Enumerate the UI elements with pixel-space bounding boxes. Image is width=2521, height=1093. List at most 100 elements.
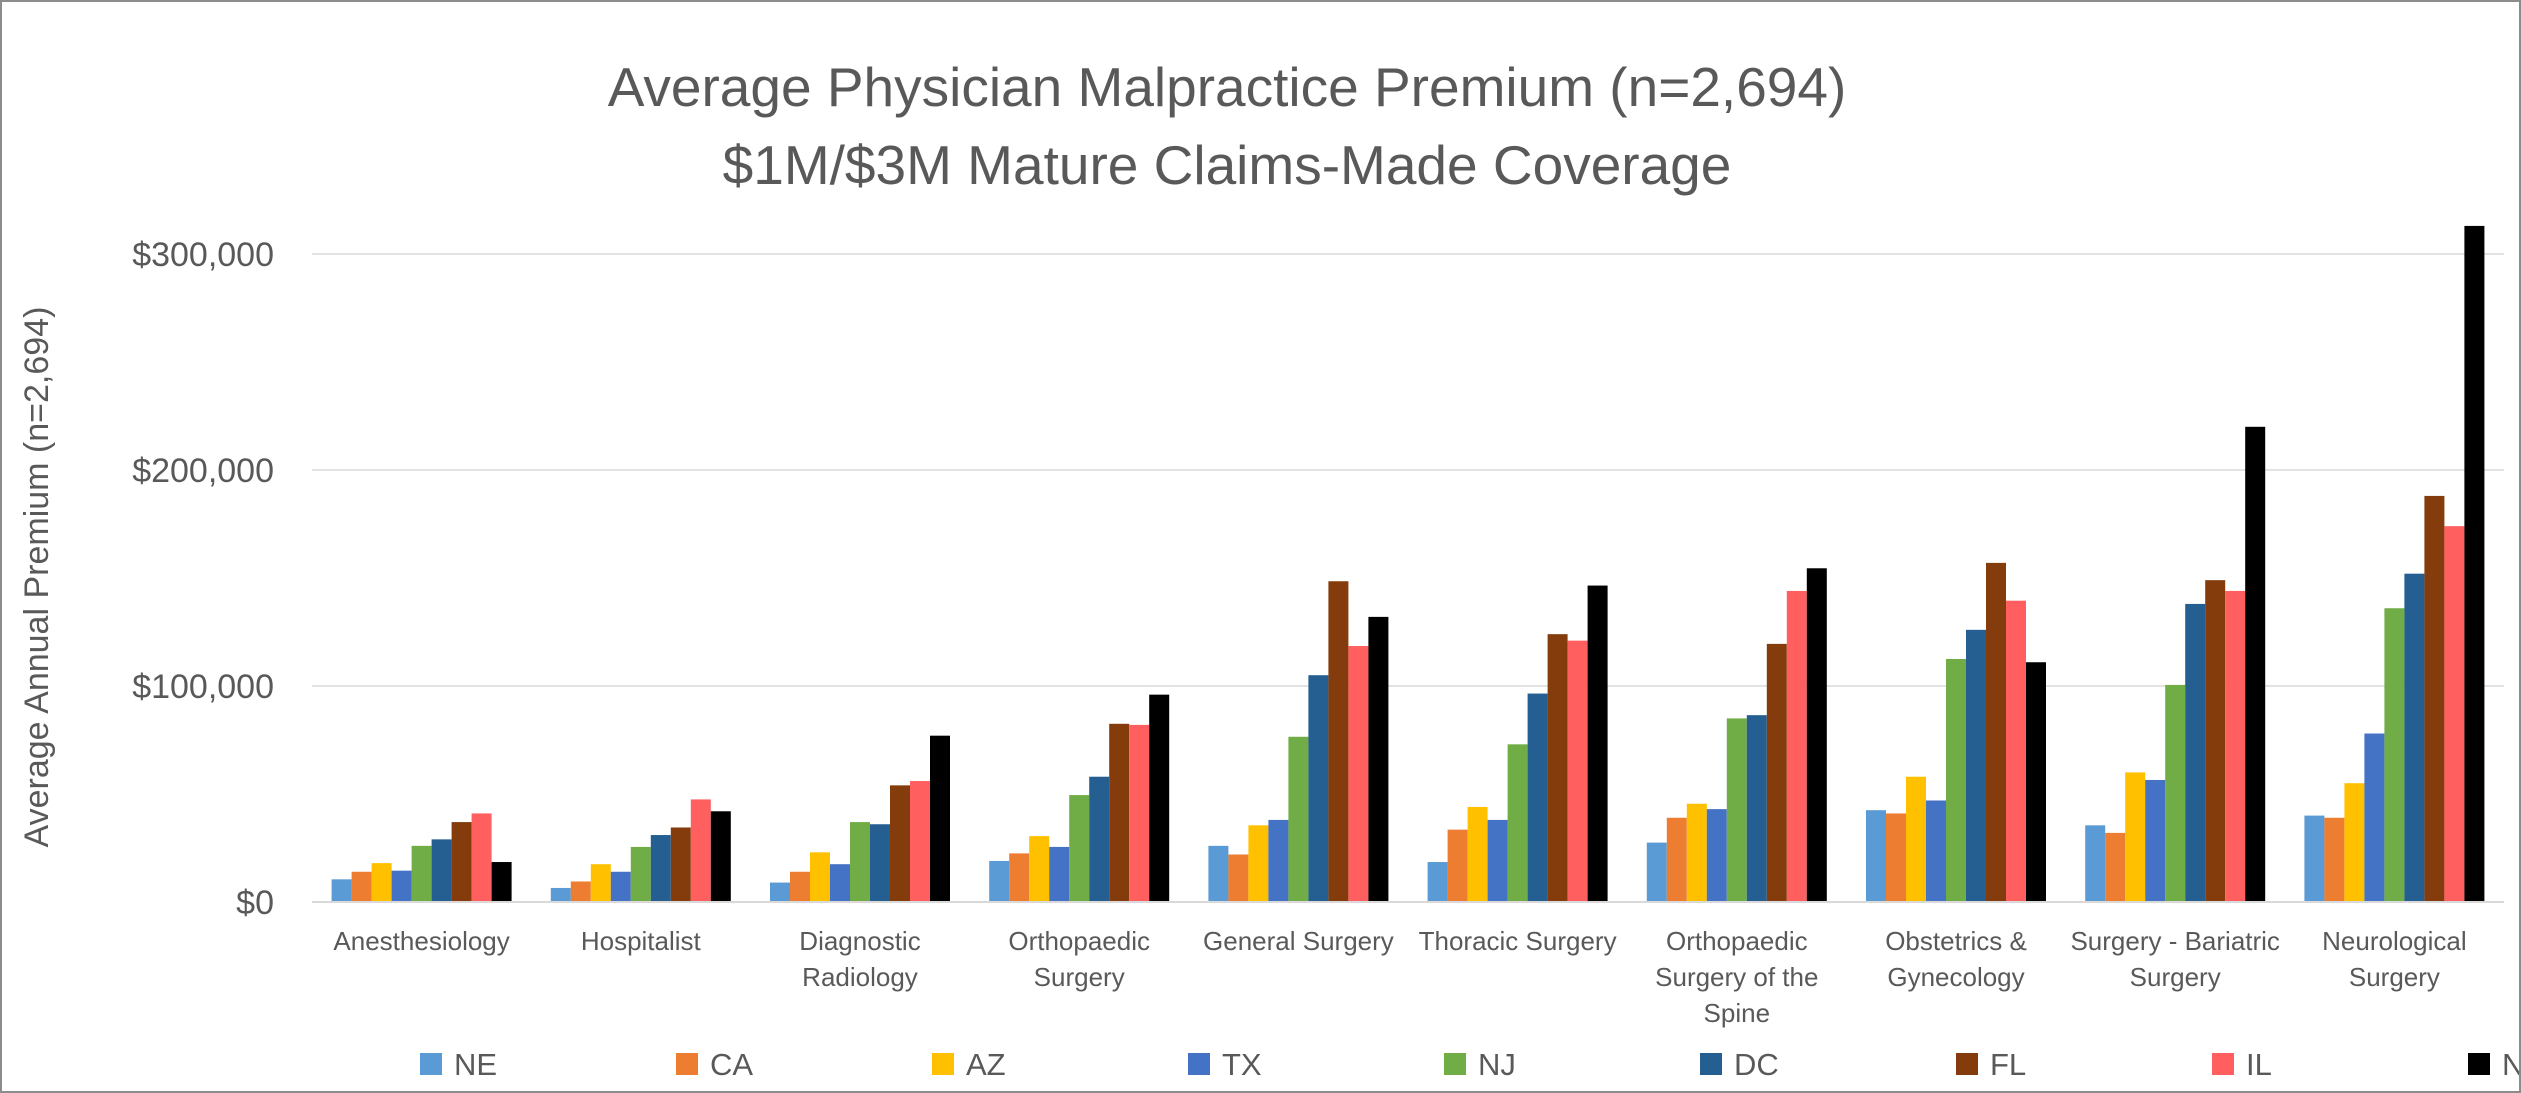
bar-tx-5 — [1487, 819, 1508, 902]
legend-swatch-tx — [1188, 1053, 1210, 1075]
bar-ne-1 — [550, 887, 571, 902]
legend-label-dc: DC — [1734, 1047, 1779, 1082]
x-tick-label: Gynecology — [1887, 962, 2024, 992]
y-tick-label: $100,000 — [132, 668, 274, 706]
bar-tx-0 — [391, 870, 412, 902]
bar-ca-3 — [1009, 853, 1030, 902]
bar-ne-3 — [989, 860, 1010, 902]
x-tick-label: Surgery — [1034, 962, 1125, 992]
legend-label-tx: TX — [1222, 1047, 1262, 1082]
legend-swatch-nj — [1444, 1053, 1466, 1075]
bar-il-2 — [910, 781, 930, 902]
bar-il-9 — [2444, 526, 2465, 902]
legend-swatch-il — [2212, 1053, 2234, 1075]
bar-ny-5 — [1587, 585, 1608, 902]
bar-ca-5 — [1447, 829, 1468, 902]
legend-label-ca: CA — [710, 1047, 753, 1082]
bar-il-0 — [471, 813, 492, 902]
bar-ne-5 — [1427, 862, 1448, 902]
legend-swatch-fl — [1956, 1053, 1978, 1075]
bar-il-6 — [1786, 590, 1807, 902]
bar-il-4 — [1348, 646, 1369, 902]
bar-ny-2 — [930, 735, 950, 902]
legend-label-fl: FL — [1990, 1047, 2026, 1082]
bar-nj-2 — [850, 822, 870, 902]
bar-dc-2 — [870, 824, 890, 902]
bar-ne-2 — [770, 882, 790, 902]
x-tick-label: Surgery — [2130, 962, 2221, 992]
legend-label-nj: NJ — [1478, 1047, 1516, 1082]
bar-az-6 — [1686, 803, 1707, 902]
y-axis-label: Average Annual Premium (n=2,694) — [18, 307, 56, 848]
bar-tx-3 — [1049, 846, 1070, 902]
x-tick-label: Surgery - Bariatric — [2070, 926, 2280, 956]
bar-fl-4 — [1328, 581, 1349, 902]
x-tick-label: Surgery of the — [1655, 962, 1818, 992]
bar-ca-9 — [2324, 817, 2345, 902]
legend-swatch-ne — [420, 1053, 442, 1075]
x-tick-label: Orthopaedic — [1008, 926, 1150, 956]
bar-tx-2 — [830, 864, 850, 902]
bar-az-7 — [1906, 776, 1926, 902]
bar-fl-8 — [2205, 580, 2226, 902]
bar-ca-1 — [570, 881, 591, 902]
legend-label-ne: NE — [454, 1047, 497, 1082]
bar-dc-8 — [2185, 603, 2206, 902]
x-tick-label: Thoracic Surgery — [1419, 926, 1617, 956]
bar-il-3 — [1129, 724, 1150, 902]
bar-ny-7 — [2026, 662, 2046, 902]
bar-dc-0 — [431, 839, 452, 902]
bar-fl-9 — [2424, 495, 2445, 902]
bar-ny-4 — [1368, 616, 1389, 902]
legend-label-il: IL — [2246, 1047, 2272, 1082]
bar-ne-4 — [1208, 845, 1229, 902]
bars — [331, 225, 2485, 903]
bar-ca-2 — [790, 871, 810, 902]
bar-tx-4 — [1268, 819, 1289, 902]
chart-title: Average Physician Malpractice Premium (n… — [608, 56, 1847, 118]
bar-dc-1 — [650, 835, 671, 902]
bar-ne-6 — [1646, 842, 1667, 902]
bar-tx-1 — [610, 871, 631, 902]
bar-dc-3 — [1089, 776, 1110, 902]
bar-az-2 — [810, 852, 830, 902]
bar-ca-8 — [2105, 832, 2126, 902]
chart-subtitle: $1M/$3M Mature Claims-Made Coverage — [723, 134, 1732, 196]
bar-ne-7 — [1866, 810, 1886, 902]
bar-tx-7 — [1926, 800, 1946, 902]
legend: NE CA AZ TX NJ DC FL IL NY — [420, 1047, 2519, 1082]
y-tick-label: $300,000 — [132, 236, 274, 274]
x-tick-label: Hospitalist — [581, 926, 702, 956]
legend-swatch-ca — [676, 1053, 698, 1075]
bar-fl-6 — [1766, 643, 1787, 902]
bar-nj-6 — [1726, 718, 1747, 902]
bar-fl-7 — [1986, 562, 2006, 902]
x-axis-ticks: Anesthesiology Hospitalist Diagnostic Radio… — [333, 926, 2466, 1028]
x-tick-label: Neurological — [2322, 926, 2467, 956]
legend-swatch-ny — [2468, 1053, 2490, 1075]
bar-nj-8 — [2165, 684, 2186, 902]
bar-ca-4 — [1228, 854, 1249, 902]
x-tick-label: General Surgery — [1203, 926, 1394, 956]
bar-az-5 — [1467, 806, 1488, 902]
bar-fl-2 — [890, 785, 910, 902]
legend-swatch-dc — [1700, 1053, 1722, 1075]
bar-ne-9 — [2304, 815, 2325, 902]
bar-ca-7 — [1886, 813, 1906, 902]
legend-swatch-az — [932, 1053, 954, 1075]
bar-ny-3 — [1149, 694, 1170, 902]
x-tick-label: Anesthesiology — [333, 926, 509, 956]
x-tick-label: Surgery — [2349, 962, 2440, 992]
bar-dc-5 — [1527, 693, 1548, 902]
bar-fl-0 — [451, 822, 472, 902]
bar-dc-9 — [2404, 573, 2425, 902]
gridlines — [312, 253, 2504, 687]
bar-dc-6 — [1746, 715, 1767, 902]
bar-dc-4 — [1308, 675, 1329, 902]
bar-az-3 — [1029, 836, 1050, 902]
bar-nj-1 — [630, 846, 651, 902]
legend-label-az: AZ — [966, 1047, 1006, 1082]
bar-tx-8 — [2145, 779, 2166, 902]
bar-ne-0 — [331, 879, 352, 902]
